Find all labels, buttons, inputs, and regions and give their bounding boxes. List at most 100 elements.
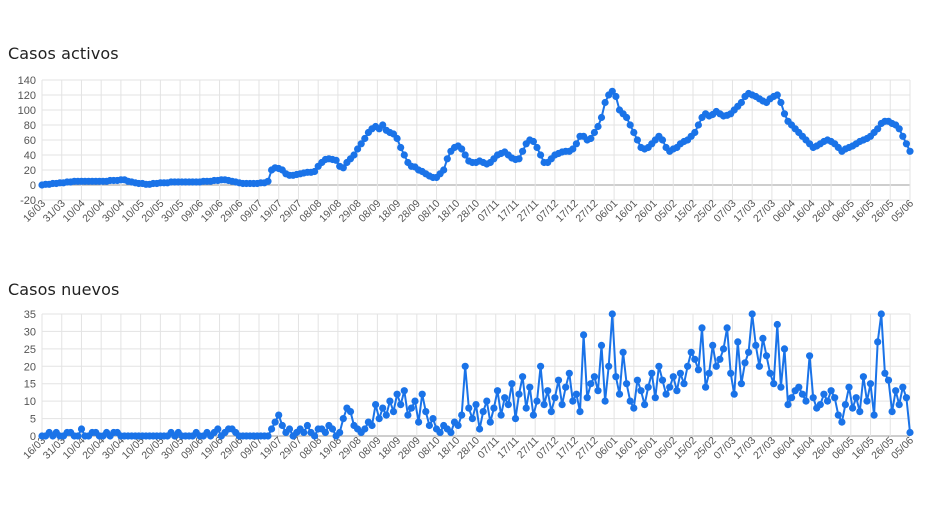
data-point (346, 408, 355, 416)
data-point (712, 362, 720, 370)
data-point (734, 338, 742, 346)
data-point (537, 362, 545, 370)
data-point (597, 113, 606, 122)
data-point (472, 401, 480, 409)
data-point (906, 147, 914, 155)
data-point (214, 425, 222, 433)
data-point (716, 355, 724, 363)
data-point (361, 425, 369, 433)
y-tick-label: 25 (24, 344, 36, 356)
data-point (874, 125, 882, 133)
data-point (608, 310, 616, 318)
data-point (741, 359, 749, 367)
data-point (278, 421, 286, 430)
data-point (336, 428, 344, 437)
data-point (870, 411, 878, 419)
y-tick-label: -20 (20, 195, 36, 207)
data-point (461, 362, 469, 370)
data-point (483, 397, 491, 405)
data-point (529, 411, 538, 419)
data-point (831, 394, 839, 402)
data-point (526, 383, 534, 391)
data-point (745, 348, 753, 356)
data-point (321, 428, 329, 437)
data-point (511, 415, 520, 423)
data-point (443, 155, 451, 163)
data-point (379, 121, 387, 129)
x-tick-label: 07/11 (475, 435, 502, 462)
data-point (752, 341, 760, 349)
data-point (519, 373, 527, 381)
y-tick-label: 0 (30, 431, 36, 443)
data-point (515, 155, 523, 163)
data-point (727, 369, 735, 377)
x-tick-label: 17/11 (495, 198, 522, 225)
data-point (619, 348, 627, 356)
data-point (565, 369, 573, 377)
data-point (705, 369, 713, 377)
data-point (332, 156, 340, 164)
data-point (572, 390, 581, 398)
data-point (633, 376, 642, 384)
data-point (698, 324, 706, 332)
data-point (802, 397, 810, 405)
data-point (637, 387, 645, 395)
data-point (386, 397, 394, 405)
data-point (368, 421, 376, 430)
data-point (393, 134, 401, 143)
data-point (798, 390, 807, 398)
data-point (354, 145, 362, 153)
data-point (623, 380, 631, 388)
data-point (784, 401, 792, 409)
data-point (680, 380, 688, 388)
data-point (827, 387, 835, 395)
y-tick-label: 10 (24, 396, 36, 408)
data-point (780, 110, 789, 118)
data-point (676, 369, 685, 377)
data-point (515, 390, 523, 398)
data-point (311, 432, 319, 440)
data-point (493, 387, 502, 395)
data-point (400, 387, 408, 395)
data-point (694, 366, 703, 374)
data-point (633, 136, 642, 144)
data-point (357, 140, 365, 148)
data-point (554, 376, 563, 384)
data-point (372, 401, 380, 409)
data-point (866, 380, 875, 388)
data-point (422, 408, 430, 416)
data-point (576, 408, 584, 416)
y-tick-label: 5 (30, 414, 36, 426)
data-point (874, 338, 882, 346)
data-point (820, 390, 828, 398)
data-point (766, 369, 774, 377)
data-point (594, 387, 602, 395)
data-point (748, 310, 756, 318)
data-point (895, 125, 903, 133)
data-point (601, 98, 609, 107)
data-point (486, 418, 494, 426)
data-point (859, 373, 868, 381)
data-point (300, 428, 308, 437)
data-point (537, 151, 545, 159)
data-point (415, 418, 423, 426)
data-point (339, 415, 347, 423)
data-point (834, 411, 842, 419)
data-point (382, 411, 390, 419)
data-point (881, 369, 889, 377)
data-point (630, 128, 638, 137)
y-tick-label: 60 (24, 135, 36, 147)
x-tick-label: 07/11 (475, 198, 502, 225)
data-point (709, 341, 717, 349)
data-point (379, 404, 387, 412)
data-point (562, 383, 570, 391)
data-point (411, 397, 419, 405)
data-point (626, 121, 634, 129)
data-point (658, 376, 667, 384)
data-point (719, 345, 728, 353)
data-point (458, 411, 466, 419)
data-point (375, 415, 383, 423)
data-point (275, 411, 283, 419)
y-tick-label: 100 (18, 105, 36, 117)
